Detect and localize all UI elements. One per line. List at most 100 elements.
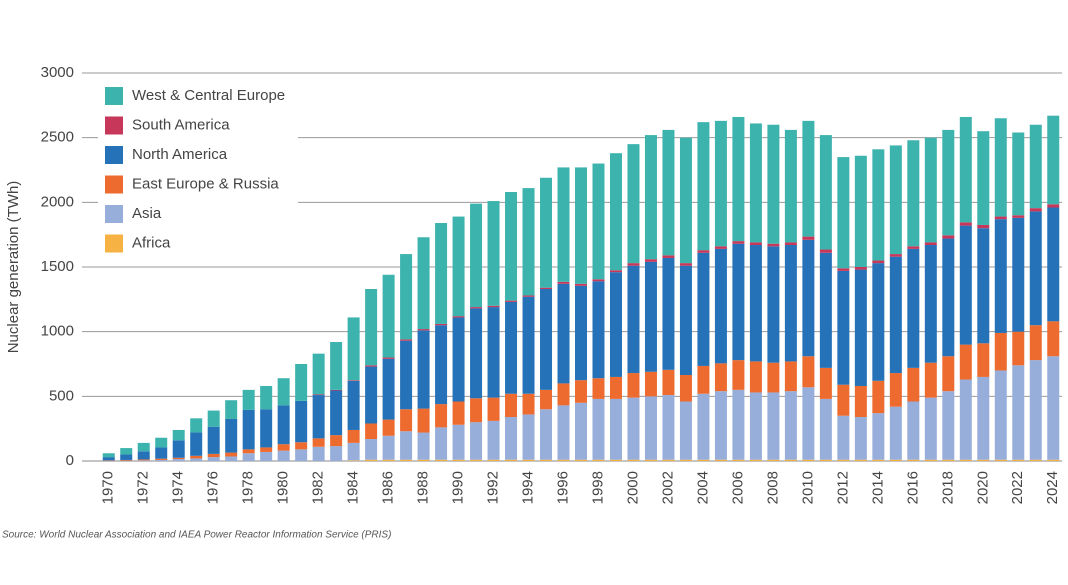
bar-segment bbox=[592, 164, 604, 280]
bar-segment bbox=[715, 246, 727, 249]
bar-segment bbox=[330, 390, 342, 391]
bar-segment bbox=[890, 373, 902, 407]
bar-segment bbox=[732, 244, 744, 360]
bar-segment bbox=[1047, 460, 1059, 461]
bar-segment bbox=[697, 253, 709, 366]
bar-segment bbox=[960, 460, 972, 461]
bar-segment bbox=[505, 417, 517, 460]
bar-segment bbox=[820, 368, 832, 399]
x-tick-label: 2012 bbox=[834, 471, 851, 504]
bar-segment bbox=[785, 130, 797, 243]
bar-segment bbox=[820, 135, 832, 249]
bar-segment bbox=[837, 416, 849, 460]
bar-segment bbox=[470, 460, 482, 461]
bar-segment bbox=[1047, 356, 1059, 459]
bar-segment bbox=[767, 246, 779, 362]
legend-swatch bbox=[105, 117, 123, 135]
x-tick-label: 2018 bbox=[939, 471, 956, 504]
bar-segment bbox=[680, 402, 692, 460]
bar-segment bbox=[907, 246, 919, 249]
bar-segment bbox=[418, 433, 430, 460]
bar-segment bbox=[470, 422, 482, 460]
bar-segment bbox=[872, 149, 884, 260]
bar-segment bbox=[767, 392, 779, 459]
bar-segment bbox=[610, 272, 622, 377]
bar-segment bbox=[575, 403, 587, 460]
bar-segment bbox=[680, 375, 692, 402]
bar-segment bbox=[295, 442, 307, 449]
bar-segment bbox=[627, 460, 639, 461]
bar-segment bbox=[558, 405, 570, 459]
bar-segment bbox=[1030, 125, 1042, 208]
bar-segment bbox=[103, 453, 115, 457]
bar-segment bbox=[767, 460, 779, 461]
bar-segment bbox=[1012, 132, 1024, 215]
bar-segment bbox=[837, 157, 849, 268]
bar-segment bbox=[925, 363, 937, 398]
bar-segment bbox=[138, 451, 150, 459]
bar-segment bbox=[1012, 332, 1024, 366]
bar-segment bbox=[208, 454, 220, 457]
bar-segment bbox=[872, 263, 884, 381]
bar-segment bbox=[138, 459, 150, 460]
bar-segment bbox=[453, 317, 465, 401]
bar-segment bbox=[190, 433, 202, 456]
x-tick-label: 2016 bbox=[904, 471, 921, 504]
bar-segment bbox=[470, 308, 482, 398]
bar-segment bbox=[540, 288, 552, 289]
bar-segment bbox=[802, 237, 814, 240]
bar-segment bbox=[540, 289, 552, 390]
bar-segment bbox=[890, 254, 902, 257]
x-tick-label: 1980 bbox=[275, 471, 292, 504]
bar-segment bbox=[190, 458, 202, 461]
bar-segment bbox=[785, 242, 797, 245]
bar-segment bbox=[435, 324, 447, 325]
bar-segment bbox=[243, 390, 255, 410]
x-tick-label: 1992 bbox=[485, 471, 502, 504]
bar-segment bbox=[418, 237, 430, 329]
bar-segment bbox=[977, 131, 989, 225]
y-tick-label: 1500 bbox=[41, 258, 74, 275]
bar-segment bbox=[872, 381, 884, 413]
bar-segment bbox=[383, 275, 395, 358]
bar-segment bbox=[505, 192, 517, 301]
bar-segment bbox=[907, 249, 919, 368]
bar-segment bbox=[400, 431, 412, 459]
bar-segment bbox=[1030, 211, 1042, 325]
bar-segment bbox=[365, 289, 377, 365]
legend-swatch bbox=[105, 87, 123, 105]
bar-segment bbox=[138, 443, 150, 451]
bar-segment bbox=[592, 460, 604, 461]
bar-segment bbox=[820, 399, 832, 460]
bar-segment bbox=[330, 391, 342, 436]
bar-segment bbox=[505, 460, 517, 461]
bar-segment bbox=[802, 387, 814, 459]
bar-segment bbox=[977, 377, 989, 460]
bar-segment bbox=[592, 279, 604, 281]
x-tick-label: 2024 bbox=[1044, 471, 1061, 504]
bar-segment bbox=[960, 345, 972, 380]
bar-segment bbox=[208, 427, 220, 454]
bar-segment bbox=[680, 138, 692, 263]
x-tick-label: 1978 bbox=[240, 471, 257, 504]
bar-segment bbox=[750, 460, 762, 461]
bar-segment bbox=[435, 460, 447, 461]
bar-segment bbox=[295, 449, 307, 461]
bar-segment bbox=[750, 242, 762, 245]
bar-segment bbox=[1012, 218, 1024, 332]
bar-segment bbox=[610, 399, 622, 460]
x-tick-label: 1974 bbox=[170, 471, 187, 504]
bar-segment bbox=[330, 435, 342, 446]
bar-segment bbox=[907, 140, 919, 246]
x-tick-label: 1988 bbox=[415, 471, 432, 504]
bar-segment bbox=[925, 398, 937, 460]
bar-segment bbox=[942, 460, 954, 461]
bar-segment bbox=[925, 245, 937, 363]
legend-background bbox=[98, 80, 298, 265]
bar-segment bbox=[925, 242, 937, 245]
bar-segment bbox=[662, 460, 674, 461]
bar-segment bbox=[155, 460, 167, 461]
x-tick-label: 1972 bbox=[135, 471, 152, 504]
bar-segment bbox=[785, 245, 797, 361]
bar-segment bbox=[138, 460, 150, 461]
